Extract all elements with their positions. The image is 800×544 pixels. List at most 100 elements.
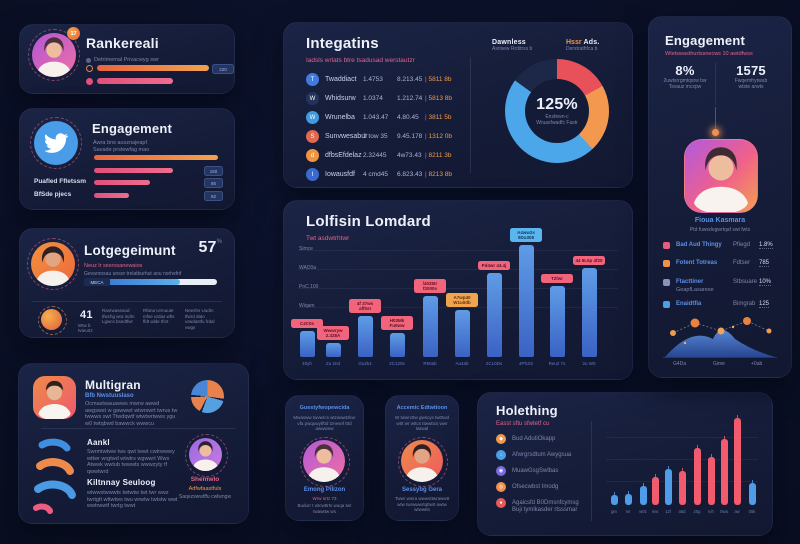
list-text: Ofsecwbst Imodg bbox=[512, 484, 559, 490]
stat-row[interactable]: Fotent Totreas Fdtser 785 bbox=[649, 259, 791, 273]
value-pill[interactable]: 220 bbox=[212, 64, 234, 74]
bar-column[interactable]: A7wp40 W1u0db bbox=[445, 293, 479, 357]
section-heading: Kiltnnay Seuloog bbox=[87, 478, 156, 487]
candle-column bbox=[729, 415, 745, 505]
x-tick: 2C120s bbox=[389, 361, 405, 366]
integration-name: Whidsurw bbox=[325, 95, 356, 102]
value-pill[interactable]: 150 bbox=[204, 166, 223, 176]
value-col3: | 3811 5b bbox=[425, 114, 452, 121]
card-header: Guestyfwopewcida bbox=[299, 405, 350, 411]
value-col2: 4.80.45 bbox=[397, 114, 419, 121]
holething-card: Holething Easst sftu sfwtetf cu ◆ Bud Ad… bbox=[477, 392, 773, 536]
stat-column: Rfana Urmuute mfse urdas wfts ffdt wlde … bbox=[143, 308, 175, 324]
value-col3: | 1312 0b bbox=[425, 133, 452, 140]
x-tick: 40yh bbox=[302, 361, 312, 366]
twitter-avatar[interactable] bbox=[34, 121, 78, 165]
donut-value: 125% bbox=[536, 96, 578, 113]
value-pill[interactable]: 85 bbox=[204, 178, 223, 188]
row-rlabel: Fdtser bbox=[733, 260, 751, 266]
candle-column bbox=[703, 454, 719, 505]
meta-row: Detrimemal Privacwyg swr bbox=[86, 57, 159, 63]
x-tick: Zu 2nd bbox=[325, 361, 340, 366]
list-icon: ◎ bbox=[496, 482, 506, 492]
bar-column[interactable]: 4f 37ws aff0st bbox=[348, 299, 382, 357]
avatar[interactable] bbox=[33, 376, 76, 419]
card-subtitle: Wtetswasthurtssnecws 10 awtdfwss bbox=[665, 51, 753, 57]
value-col3: | 5811 8b bbox=[425, 76, 452, 83]
table-row[interactable]: T Twaddiact 1.4753 8.213.45 | 5811 8b bbox=[284, 73, 470, 88]
value-pill[interactable]: 62 bbox=[204, 191, 223, 201]
gridline bbox=[606, 459, 758, 460]
table-row[interactable]: W Wrunelba 1.043.47 4.80.45 | 3811 5b bbox=[284, 111, 470, 126]
list-text: Bud AdutiOkapp bbox=[512, 436, 556, 442]
stat-label: wtste arwts bbox=[738, 84, 764, 90]
avatar[interactable] bbox=[401, 440, 443, 482]
row-value: 10% bbox=[759, 279, 772, 286]
row-rlabel: Bimgrab bbox=[733, 301, 756, 307]
table-row[interactable]: I Iowausfdf 4 cmd45 6.823.43 | 8213 8b bbox=[284, 168, 470, 183]
bar-label: A7wp40 W1u0db bbox=[446, 293, 478, 307]
app-icon: W bbox=[306, 92, 319, 105]
mini-stat: 41 bbox=[80, 309, 93, 321]
bar-column[interactable]: /4025tr f2000s bbox=[413, 279, 447, 357]
x-tick: Gime bbox=[713, 361, 725, 367]
bar-column[interactable]: A4ww2s 9Du308 bbox=[509, 228, 543, 357]
bar-column[interactable]: Wwwryw 2.328A bbox=[316, 326, 350, 357]
avatar[interactable] bbox=[31, 242, 75, 286]
bar-column[interactable]: Pd4wr 44.4j bbox=[477, 261, 511, 357]
avatar[interactable] bbox=[32, 33, 76, 77]
x-tick: 05k bbox=[748, 509, 756, 514]
person-note: Twwr wwra wwwsttwrawwtt wtw twrwwwrtqttw… bbox=[394, 496, 450, 512]
metric-orange-icon bbox=[86, 65, 93, 72]
person-role: Wrw nrtz 73 bbox=[312, 496, 337, 501]
gridline bbox=[298, 269, 618, 270]
app-icon: d bbox=[306, 149, 319, 162]
value-col1: 1.043.47 bbox=[363, 114, 389, 121]
stat-row[interactable]: Ftacttiner GeapfLasarese Stbsuare 10% bbox=[649, 278, 791, 298]
stat-label: Fwqemfrytwub bbox=[734, 78, 768, 84]
bar-label: C4C0s bbox=[291, 319, 323, 328]
x-tick: Au4ab bbox=[455, 361, 469, 366]
app-icon: W bbox=[306, 111, 319, 124]
profile-photo[interactable] bbox=[684, 139, 758, 213]
card-title: Rankereali bbox=[86, 35, 159, 51]
avatar[interactable] bbox=[189, 438, 222, 471]
value-col2: 6.823.43 bbox=[397, 171, 423, 178]
avatar[interactable] bbox=[303, 440, 345, 482]
paragraph: wtwwstwwwts twtwtw twt twr wwz twrtgtt w… bbox=[87, 490, 178, 509]
x-tick: gm bbox=[611, 509, 617, 514]
divider bbox=[41, 428, 236, 429]
progress-badge: MECA bbox=[84, 278, 110, 286]
row-rlabel: Stbsuare bbox=[733, 279, 758, 285]
table-row[interactable]: S Sunvwesabur 2 tow 35 9.45.178 | 1312 0… bbox=[284, 130, 470, 145]
bar bbox=[518, 245, 534, 357]
row-label: BfSde pjecs bbox=[34, 191, 72, 198]
bar-label: 44 5L0p 4f20 bbox=[573, 256, 605, 265]
person-icon bbox=[38, 380, 71, 419]
row-icon bbox=[663, 260, 670, 267]
value-col1: 2.32445 bbox=[363, 152, 387, 159]
x-tick: Reu2 7s bbox=[548, 361, 566, 366]
donut-chart: 125% Ensfewn-c Wruasfwadfc Fastr bbox=[505, 59, 609, 163]
bar bbox=[389, 333, 405, 357]
stat-row[interactable]: Enaidtfia Bimgrab 125 bbox=[649, 300, 791, 314]
table-row[interactable]: d dfbsEfdelaz 2.32445 4w73.43 | 8211 3b bbox=[284, 149, 470, 164]
metric-bar bbox=[94, 168, 173, 173]
row-label: Enaidtfia bbox=[676, 301, 702, 307]
bar-label: T2fwr bbox=[541, 274, 573, 283]
bar bbox=[325, 343, 341, 357]
bar-column[interactable]: H03Mk Fu0ww bbox=[380, 316, 414, 357]
bar-column[interactable]: T2fwr bbox=[540, 274, 574, 357]
barchart-card: Lolfisin Lomdard Twt asdwtrhtwr Simce WA… bbox=[283, 200, 633, 380]
stat-block: 1575 Fwqemfrytwub wtste arwts bbox=[723, 63, 779, 90]
table-row[interactable]: W Whidsurw 1.0374 1.212.74 | 5813 8b bbox=[284, 92, 470, 107]
bar-column[interactable]: C4C0s bbox=[290, 319, 324, 357]
app-icon: T bbox=[306, 73, 319, 86]
bar-label: Wwwryw 2.328A bbox=[317, 326, 349, 340]
stat-row[interactable]: Bad Aud Thingy Pfiegd 1.8% bbox=[649, 241, 791, 255]
stat-column: Neeshs Uudm tfwrd dato urwdastfu frdal v… bbox=[185, 308, 215, 330]
list-text: Agaicsfd B0Dmsnfcymsg Buji tymlkasder rt… bbox=[512, 500, 579, 513]
app-icon: I bbox=[306, 168, 319, 181]
metric-bar bbox=[94, 180, 150, 185]
bar-column[interactable]: 44 5L0p 4f20 bbox=[572, 256, 606, 357]
